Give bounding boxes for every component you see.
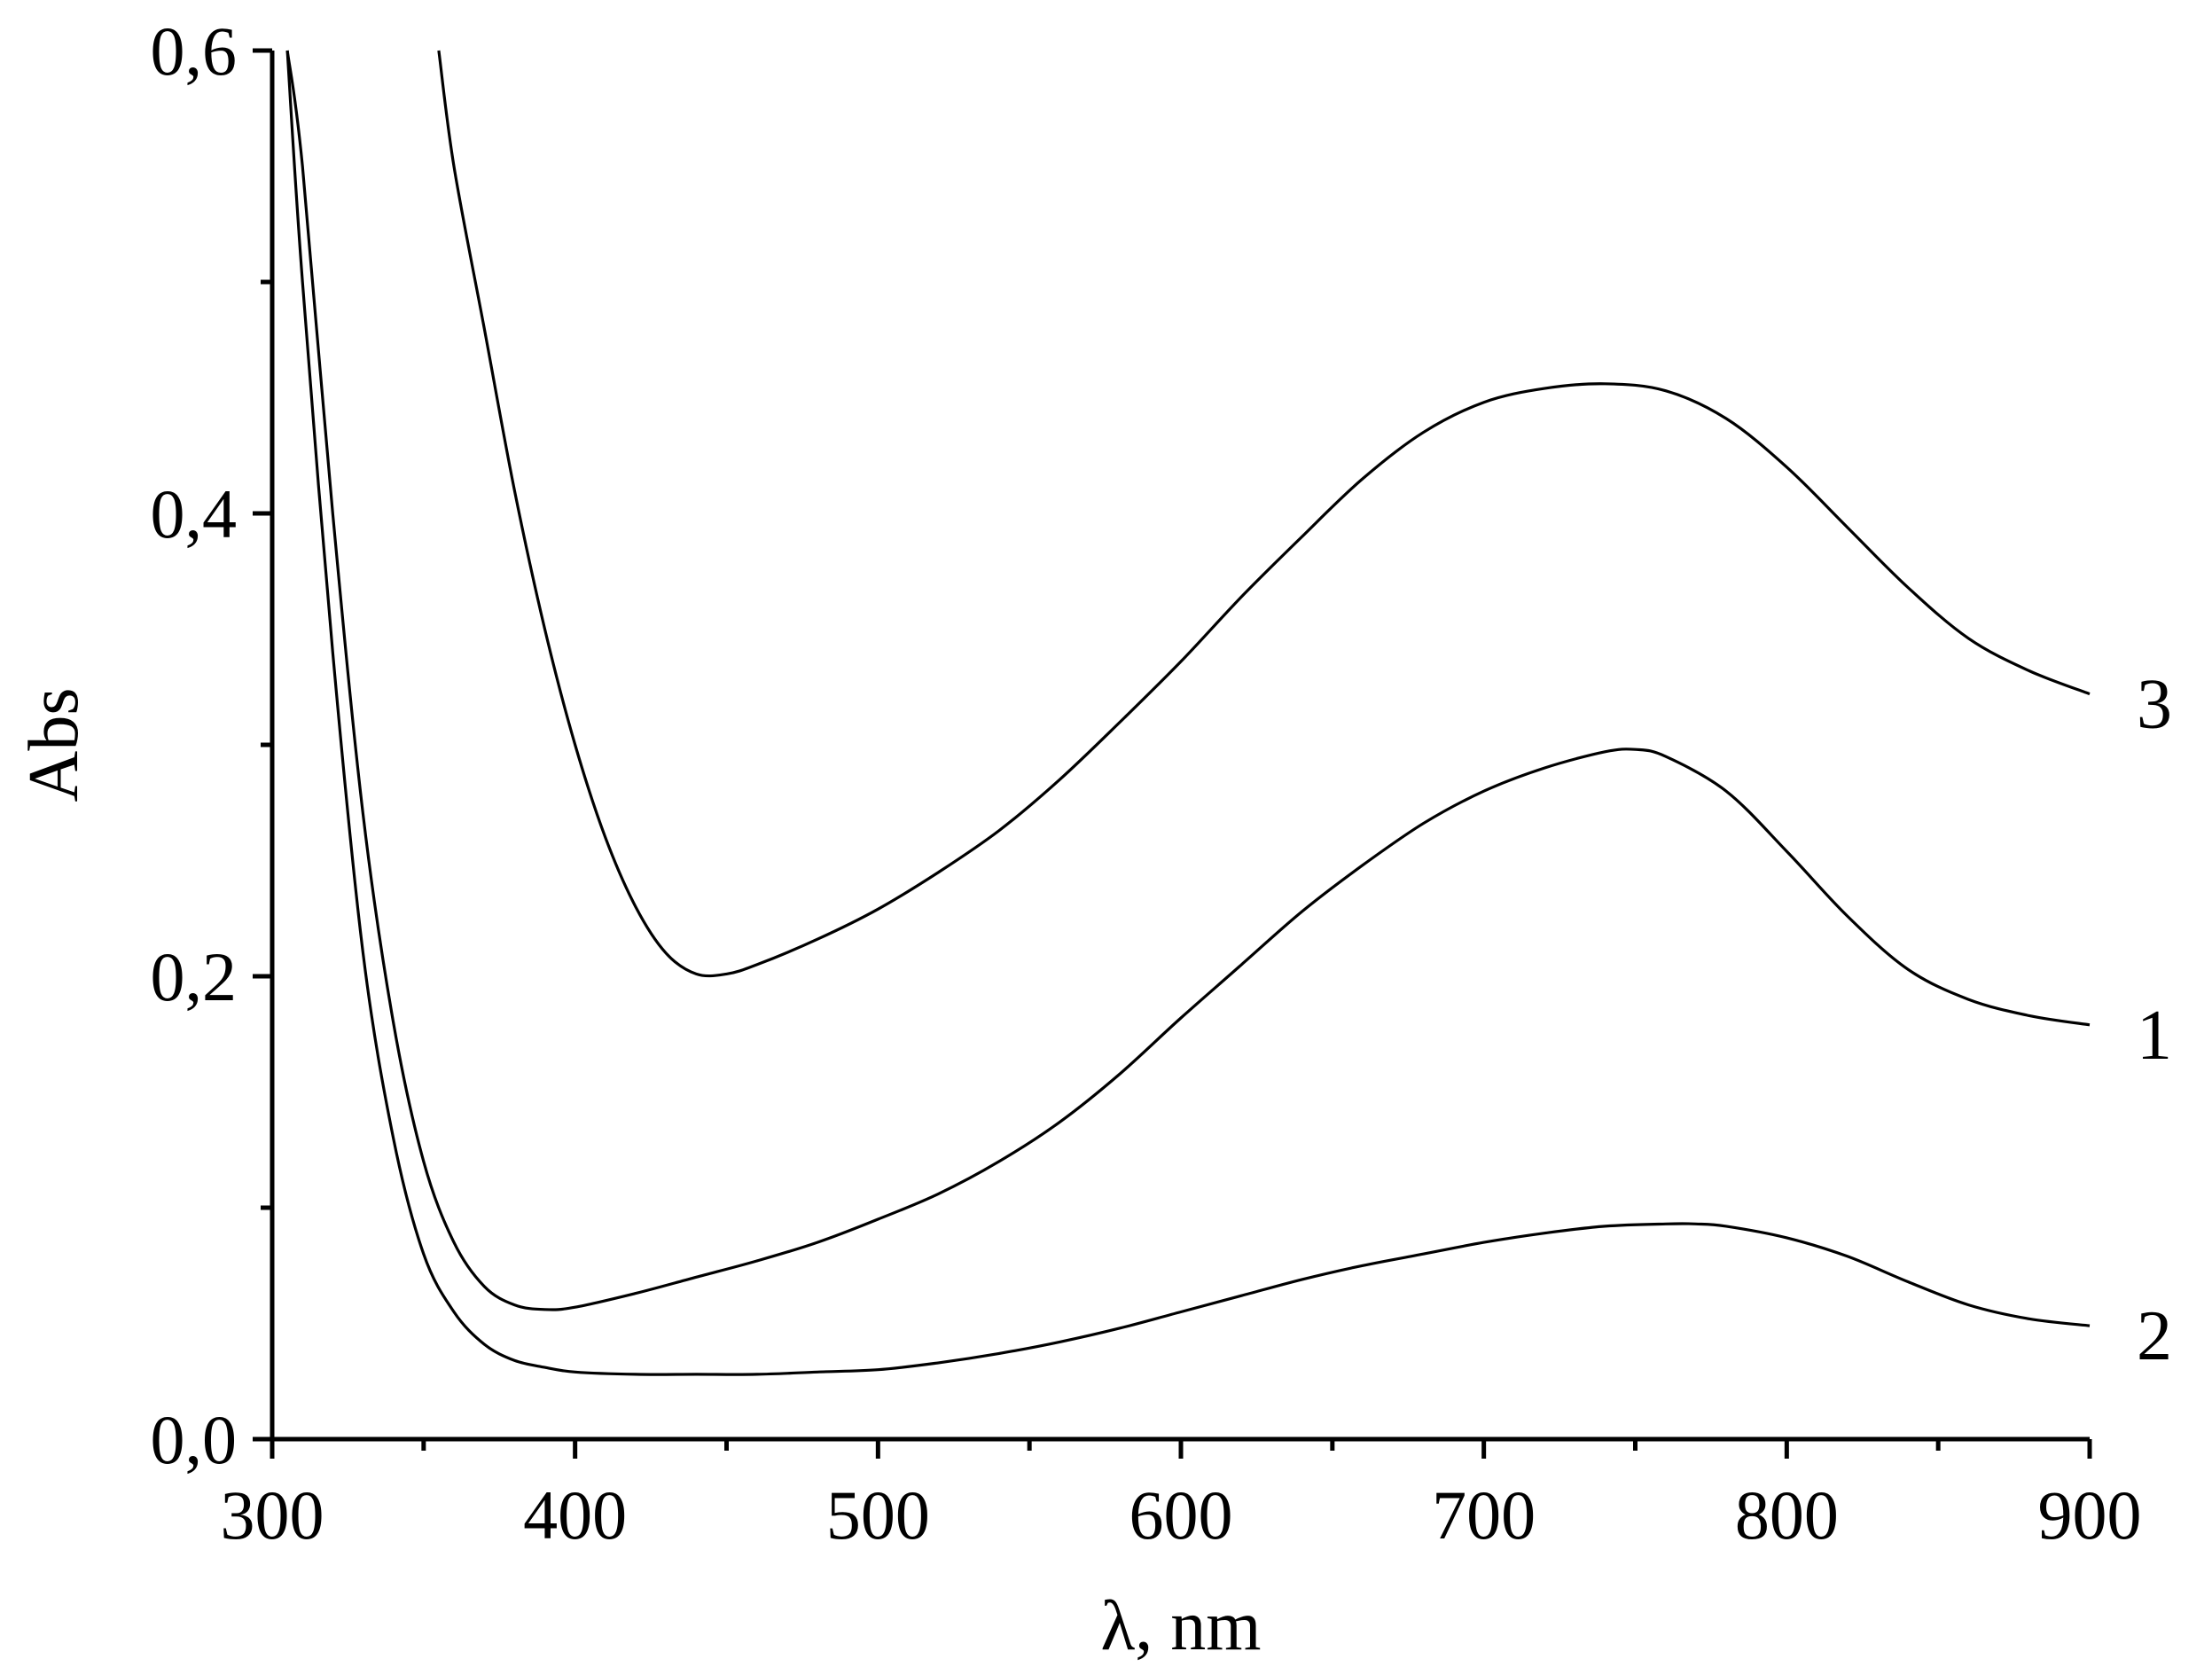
y-tick-label: 0,4 xyxy=(151,475,238,552)
series-1-line xyxy=(285,50,2091,1311)
series-3-line xyxy=(437,50,2091,978)
series-1-label: 1 xyxy=(2137,997,2172,1075)
x-axis-title: λ, nm xyxy=(1100,1587,1261,1665)
axes xyxy=(270,51,2090,1442)
y-tick-label: 0,6 xyxy=(151,12,238,90)
x-tick-label: 600 xyxy=(1129,1476,1233,1554)
y-tick-label: 0,2 xyxy=(151,938,238,1015)
x-tick-label: 400 xyxy=(523,1476,627,1554)
x-tick-label: 800 xyxy=(1735,1476,1839,1554)
x-tick-label: 300 xyxy=(221,1476,324,1554)
x-tick-label: 500 xyxy=(826,1476,930,1554)
x-tick-label: 700 xyxy=(1432,1476,1536,1554)
x-tick-label: 900 xyxy=(2038,1476,2142,1554)
series-lines xyxy=(285,50,2091,1376)
series-2-label: 2 xyxy=(2137,1297,2172,1375)
series-labels: 1 2 3 xyxy=(2137,666,2172,1376)
series-2-line xyxy=(285,50,2091,1376)
y-tick-label: 0,0 xyxy=(151,1401,238,1478)
tick-labels: 300 400 500 600 700 800 900 0,0 0,2 0,4 0,6 xyxy=(151,12,2142,1554)
series-3-label: 3 xyxy=(2137,666,2172,744)
ticks xyxy=(253,48,2092,1459)
y-axis-title: Abs xyxy=(15,688,93,802)
